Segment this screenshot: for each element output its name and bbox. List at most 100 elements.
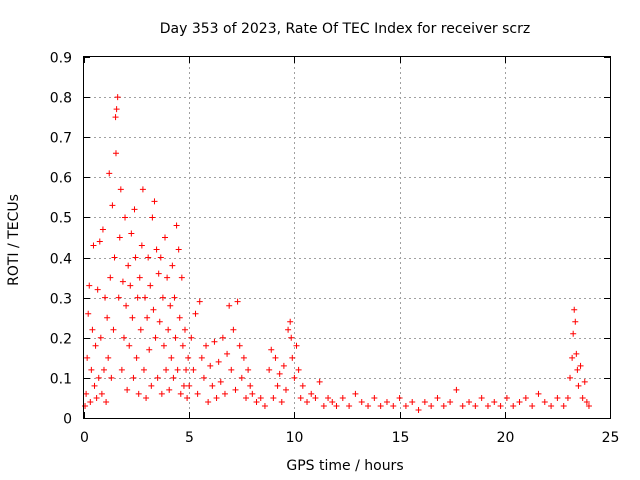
data-point [190,366,197,373]
data-point [85,310,92,317]
data-point [238,374,245,381]
data-point [224,350,231,357]
data-point [156,318,163,325]
data-point [98,390,105,397]
data-point [133,354,140,361]
data-point [150,306,157,313]
data-point [346,402,353,409]
data-point [113,106,120,113]
data-point [94,286,101,293]
data-point [112,150,119,157]
data-point [149,214,156,221]
data-point [163,366,170,373]
data-point [90,242,97,249]
data-point [377,402,384,409]
data-point [148,382,155,389]
data-point [102,294,109,301]
data-point [272,354,279,361]
x-axis-label: GPS time / hours [286,458,403,474]
data-point [243,394,250,401]
chart-title: Day 353 of 2023, Rate Of TEC Index for r… [160,21,530,37]
data-point [96,238,103,245]
data-point [88,366,95,373]
data-point [200,374,207,381]
data-point [257,394,264,401]
data-point [459,402,466,409]
data-point [147,282,154,289]
data-point [176,314,183,321]
data-point [339,394,346,401]
data-point [198,354,205,361]
data-point [219,334,226,341]
data-point [569,354,576,361]
data-point [478,394,485,401]
data-point [157,254,164,261]
data-point [577,362,584,369]
data-point [177,390,184,397]
data-point [207,362,214,369]
data-point [261,402,268,409]
data-point [192,310,199,317]
data-point [570,330,577,337]
data-point [213,394,220,401]
data-point [93,394,100,401]
data-point [371,394,378,401]
data-point [186,382,193,389]
data-point [126,342,133,349]
data-point [529,402,536,409]
data-point [560,402,567,409]
data-point [247,382,254,389]
data-point [211,338,218,345]
data-point [128,230,135,237]
data-point [143,394,150,401]
data-point [234,298,241,305]
data-point [142,294,149,301]
data-point [516,398,523,405]
y-tick-label: 0.4 [50,252,72,268]
data-point [308,390,315,397]
data-point [185,354,192,361]
data-point [312,394,319,401]
data-point [127,282,134,289]
data-point [144,314,151,321]
y-axis-label: ROTI / TECUs [6,194,22,286]
data-point [415,406,422,413]
data-point [280,362,287,369]
data-point [510,402,517,409]
data-point [282,386,289,393]
data-point [95,374,102,381]
x-tick-label: 10 [286,430,304,446]
data-point [99,226,106,233]
x-tick-label: 25 [602,430,620,446]
data-point [232,386,239,393]
y-tick-label: 0.8 [50,91,72,107]
y-tick-label: 0.9 [50,51,72,67]
data-point [100,366,107,373]
x-tick-label: 0 [80,430,89,446]
data-point [131,206,138,213]
data-point [365,402,372,409]
data-point [123,302,130,309]
data-point [168,354,175,361]
y-tick-label: 0.2 [50,332,72,348]
data-point [564,394,571,401]
data-point [203,342,210,349]
data-point [179,342,186,349]
data-point [132,254,139,261]
data-point [299,382,306,389]
data-point [84,354,91,361]
data-point [567,374,574,381]
data-point [287,318,294,325]
data-point [535,390,542,397]
y-tick-label: 0 [63,412,72,428]
data-point [183,366,190,373]
data-point [453,386,460,393]
data-point [194,390,201,397]
data-point [153,246,160,253]
data-point [135,390,142,397]
data-point [304,398,311,405]
data-point [103,398,110,405]
data-point [109,202,116,209]
data-point [383,398,390,405]
data-point [116,234,123,241]
